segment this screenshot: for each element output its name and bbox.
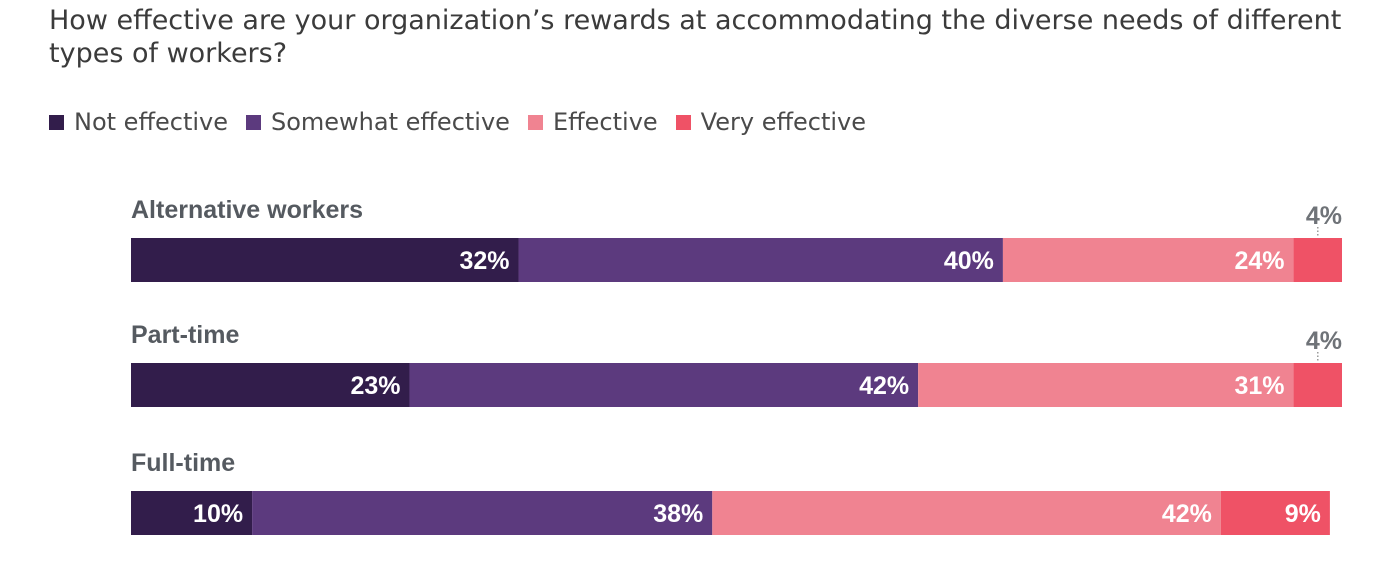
bar-segment xyxy=(1293,363,1342,407)
legend-swatch xyxy=(675,114,691,130)
value-label: 32% xyxy=(459,247,509,275)
legend-label: Effective xyxy=(552,108,658,136)
value-label: 24% xyxy=(1235,247,1285,275)
bar-segment xyxy=(1293,238,1342,282)
category-label: Alternative workers xyxy=(131,196,363,224)
value-label: 9% xyxy=(1285,500,1321,528)
bar-segment xyxy=(409,363,919,407)
value-label: 42% xyxy=(859,372,909,400)
category-label: Full-time xyxy=(131,449,235,477)
legend-item: Not effective xyxy=(49,108,228,136)
bar-segment xyxy=(518,238,1003,282)
legend-label: Not effective xyxy=(74,108,228,136)
value-label: 23% xyxy=(350,372,400,400)
legend-label: Somewhat effective xyxy=(270,108,510,136)
value-label: 40% xyxy=(944,247,994,275)
legend-swatch xyxy=(245,114,261,130)
bar-segment xyxy=(918,363,1294,407)
bar-segment xyxy=(131,363,410,407)
bar-segment xyxy=(712,491,1221,535)
value-label: 42% xyxy=(1162,500,1212,528)
legend-item: Somewhat effective xyxy=(245,108,510,136)
value-label: 4% xyxy=(1306,202,1342,230)
category-label: Part-time xyxy=(131,321,239,349)
legend-label: Very effective xyxy=(700,108,866,136)
chart-title: How effective are your organization’s re… xyxy=(49,5,1342,69)
legend-swatch xyxy=(527,114,543,130)
value-label: 10% xyxy=(193,500,243,528)
legend-item: Effective xyxy=(527,108,658,136)
value-label: 38% xyxy=(653,500,703,528)
value-label: 31% xyxy=(1235,372,1285,400)
bar-segment xyxy=(252,491,713,535)
legend: Not effective Somewhat effective Effective… xyxy=(49,106,884,138)
value-label: 4% xyxy=(1306,327,1342,355)
legend-swatch xyxy=(49,114,64,130)
bar-segment xyxy=(1002,238,1294,282)
legend-item: Very effective xyxy=(675,108,866,136)
bar-segment xyxy=(131,238,519,282)
bar-segment xyxy=(131,491,253,535)
bar-segment xyxy=(1220,491,1330,535)
